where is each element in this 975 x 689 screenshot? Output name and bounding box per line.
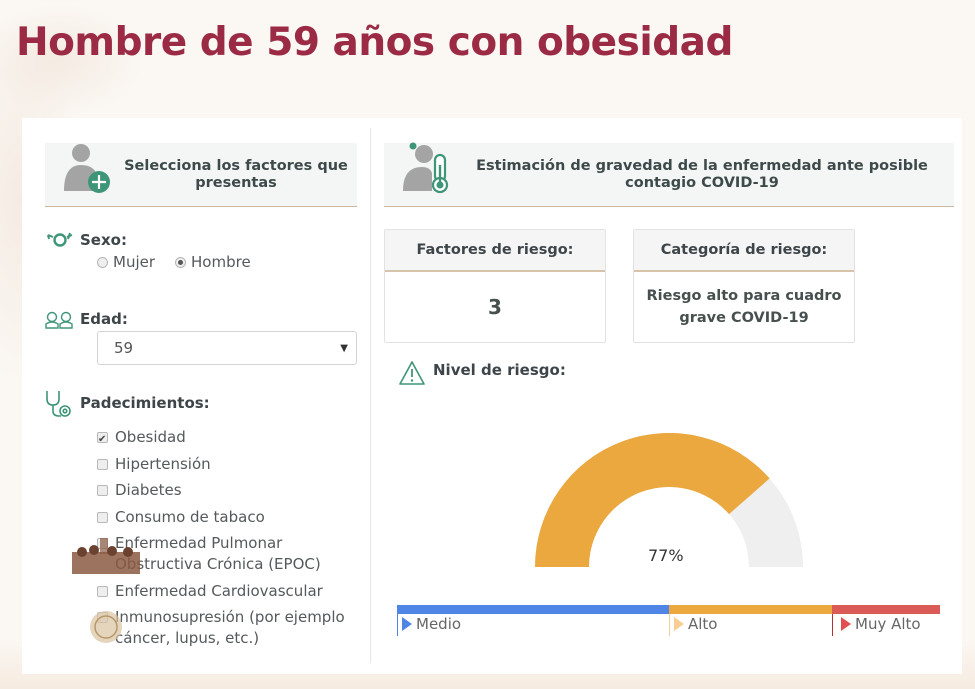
chevron-down-icon: ▼ (340, 342, 348, 354)
checkbox-tabaco[interactable]: Consumo de tabaco (97, 507, 357, 528)
scale-label-text: Alto (688, 615, 718, 633)
scale-label-muy-alto: Muy Alto (841, 615, 921, 633)
categoria-riesgo-value: Riesgo alto para cuadro grave COVID-19 (646, 288, 842, 326)
risk-gauge (535, 432, 803, 571)
checkbox-obesidad-input[interactable] (97, 429, 108, 450)
padecimientos-list: Obesidad Hipertensión Diabetes Consumo d… (97, 427, 357, 655)
historic-figures-logo (72, 538, 142, 582)
right-panel-title: Estimación de gravedad de la enfermedad … (476, 157, 928, 191)
radio-mujer-input[interactable] (97, 256, 108, 268)
panel-divider (370, 128, 371, 663)
checkbox-label: Enfermedad Pulmonar Obstructiva Crónica … (115, 534, 321, 573)
sexo-label: Sexo: (80, 231, 127, 249)
checkbox-hipertension[interactable]: Hipertensión (97, 454, 357, 475)
edad-select-value: 59 (114, 339, 134, 357)
calculator-card (22, 118, 962, 674)
sexo-radio-group: Mujer Hombre (97, 253, 251, 271)
scale-label-text: Medio (416, 615, 462, 633)
scale-label-text: Muy Alto (855, 615, 921, 633)
categoria-riesgo-label: Categoría de riesgo: (634, 230, 854, 272)
checkbox-epoc[interactable]: Enfermedad Pulmonar Obstructiva Crónica … (97, 533, 357, 575)
edad-label: Edad: (80, 310, 128, 328)
checkbox-diabetes-input[interactable] (97, 485, 108, 496)
triangle-marker-icon (674, 617, 684, 631)
scale-segment-alto (669, 605, 832, 614)
gauge-value: 77% (648, 546, 684, 565)
warning-icon (398, 360, 426, 390)
page-title: Hombre de 59 años con obesidad (16, 20, 733, 65)
people-icon (45, 311, 73, 333)
radio-hombre[interactable]: Hombre (175, 253, 251, 271)
factores-riesgo-label: Factores de riesgo: (385, 230, 605, 272)
scale-tick (669, 614, 670, 636)
factores-riesgo-value: 3 (488, 295, 502, 319)
triangle-marker-icon (841, 617, 851, 631)
seal-logo (88, 609, 124, 649)
scale-segment-medio (397, 605, 669, 614)
scale-label-alto: Alto (674, 615, 718, 633)
radio-mujer-label: Mujer (113, 253, 156, 271)
checkbox-label: Obesidad (115, 428, 186, 446)
radio-hombre-label: Hombre (191, 253, 251, 271)
radio-hombre-input[interactable] (175, 256, 187, 268)
scale-label-medio: Medio (402, 615, 461, 633)
left-panel-title: Selecciona los factores que presentas (124, 157, 348, 191)
stethoscope-icon (44, 389, 72, 423)
scale-tick (397, 614, 398, 636)
checkbox-label: Consumo de tabaco (115, 507, 265, 526)
scale-tick (832, 614, 833, 636)
thermometer-person-icon (400, 141, 452, 199)
checkbox-inmunosupresion[interactable]: Inmunosupresión (por ejemplo cáncer, lup… (97, 607, 357, 649)
checkbox-cardiovascular-input[interactable] (97, 585, 108, 597)
triangle-marker-icon (402, 617, 412, 631)
radio-mujer[interactable]: Mujer (97, 253, 155, 271)
left-panel-header: Selecciona los factores que presentas (45, 143, 357, 207)
right-panel-header: Estimación de gravedad de la enfermedad … (384, 141, 954, 207)
checkbox-label: Diabetes (115, 481, 182, 499)
checkbox-diabetes[interactable]: Diabetes (97, 480, 357, 501)
checkbox-hipertension-input[interactable] (97, 458, 108, 470)
nivel-riesgo-label: Nivel de riesgo: (433, 361, 566, 379)
checkbox-cardiovascular[interactable]: Enfermedad Cardiovascular (97, 581, 357, 602)
gender-icon (46, 232, 74, 252)
checkbox-label: Enfermedad Cardiovascular (115, 581, 323, 600)
padecimientos-label: Padecimientos: (80, 394, 210, 412)
checkbox-obesidad[interactable]: Obesidad (97, 427, 357, 450)
categoria-riesgo-box: Categoría de riesgo: Riesgo alto para cu… (633, 229, 855, 343)
user-add-icon (61, 143, 111, 199)
risk-scale: Medio Alto Muy Alto (397, 605, 940, 636)
scale-segment-muy-alto (832, 605, 940, 614)
checkbox-label: Inmunosupresión (por ejemplo cáncer, lup… (115, 608, 345, 647)
checkbox-tabaco-input[interactable] (97, 511, 108, 523)
edad-select[interactable]: 59 ▼ (97, 331, 357, 365)
factores-riesgo-box: Factores de riesgo: 3 (384, 229, 606, 343)
checkbox-label: Hipertensión (115, 454, 211, 473)
